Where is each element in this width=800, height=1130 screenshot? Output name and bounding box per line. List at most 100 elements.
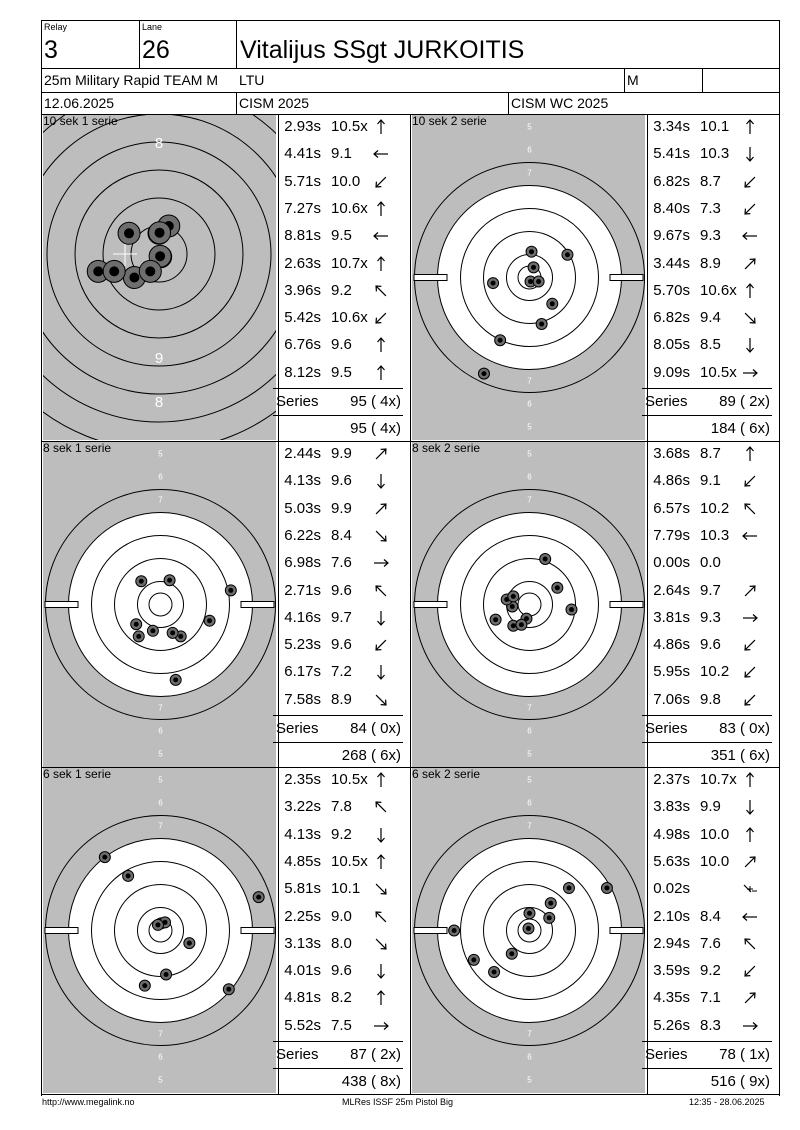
- direction-arrow-icon: [741, 173, 761, 191]
- shot-hole: [515, 618, 528, 631]
- running-total: 268 ( 6x): [341, 747, 401, 764]
- shot-score: 8.7: [700, 172, 721, 190]
- shot-time: 4.13s: [284, 825, 321, 843]
- relay-number: 3: [44, 36, 58, 64]
- footer-program: MLRes ISSF 25m Pistol Big: [342, 1097, 454, 1107]
- svg-text:6: 6: [527, 799, 532, 808]
- shot-score: 9.3: [700, 227, 721, 245]
- shot-time: 4.85s: [284, 852, 321, 870]
- series-title: 6 sek 2 serie: [412, 767, 481, 781]
- shot-score: 10.3: [700, 145, 730, 163]
- direction-arrow-icon: [372, 445, 392, 463]
- target-face: 5 6 7 8 9 9 8 7 6 5: [43, 442, 276, 767]
- shot-time: 7.79s: [653, 526, 690, 544]
- shot-hole: [132, 630, 145, 643]
- shot-score: 10.0: [700, 852, 730, 870]
- match-date: 12.06.2025: [44, 95, 115, 111]
- shot-score: 9.6: [700, 636, 721, 654]
- direction-arrow-icon: [741, 935, 761, 953]
- direction-arrow-icon: [741, 445, 761, 463]
- direction-arrow-icon: [372, 962, 392, 980]
- shot-time: 3.34s: [653, 118, 690, 135]
- series-title: 6 sek 1 serie: [43, 767, 112, 781]
- shot-score: 9.5: [331, 227, 352, 245]
- shot-score: 10.5x: [700, 363, 737, 381]
- direction-arrow-icon: [372, 500, 392, 518]
- shot-hole: [169, 673, 182, 686]
- direction-arrow-icon: [741, 336, 761, 354]
- series-score: 95 ( 4x): [350, 393, 401, 410]
- shot-hole: [183, 937, 196, 950]
- shot-hole: [600, 881, 613, 894]
- svg-text:7: 7: [527, 822, 532, 831]
- series-title: 8 sek 2 serie: [412, 441, 481, 455]
- direction-arrow-icon: [372, 472, 392, 490]
- svg-text:8: 8: [527, 520, 532, 529]
- shot-time: 4.86s: [653, 472, 690, 490]
- series-label: Series: [645, 720, 688, 737]
- target-face: 8 9 8: [43, 115, 276, 440]
- series-score: 84 ( 0x): [350, 720, 401, 737]
- total-divider: [642, 1068, 772, 1069]
- shot-score: 7.6: [700, 934, 721, 952]
- shot-hole: [252, 891, 265, 904]
- shot-time: 0.02s: [653, 880, 690, 898]
- svg-text:5: 5: [527, 423, 532, 432]
- direction-arrow-icon: [741, 582, 761, 600]
- shot-hole: [138, 259, 162, 283]
- series-label: Series: [276, 393, 319, 410]
- footer-url: http://www.megalink.no: [42, 1097, 135, 1107]
- gender: M: [627, 72, 639, 88]
- direction-arrow-icon: [372, 908, 392, 926]
- relay-label: Relay: [44, 22, 68, 32]
- svg-text:8: 8: [527, 354, 532, 363]
- shot-score: 10.7x: [331, 254, 368, 272]
- direction-arrow-icon: [741, 798, 761, 816]
- direction-arrow-icon: [741, 500, 761, 518]
- shot-score: 8.4: [331, 526, 352, 544]
- svg-text:6: 6: [527, 400, 532, 409]
- shot-time: 7.27s: [284, 199, 321, 217]
- direction-arrow-icon: [372, 364, 392, 382]
- direction-arrow-icon: [741, 636, 761, 654]
- total-divider: [642, 415, 772, 416]
- svg-text:9: 9: [527, 868, 532, 877]
- aim-crosshair: [521, 596, 538, 613]
- direction-arrow-icon: [372, 145, 392, 163]
- series-label: Series: [276, 720, 319, 737]
- shot-score: 10.5x: [331, 771, 368, 788]
- shot-time: 9.67s: [653, 227, 690, 245]
- direction-arrow-icon: [372, 200, 392, 218]
- series-divider: [273, 388, 403, 389]
- svg-text:8: 8: [158, 520, 163, 529]
- lane-label: Lane: [142, 22, 163, 32]
- shot-score: 10.3: [700, 526, 730, 544]
- shot-hole: [565, 603, 578, 616]
- target-card: 8 9 8 10 sek 1 serie: [43, 115, 276, 440]
- shot-time: 5.26s: [653, 1016, 690, 1034]
- svg-text:9: 9: [527, 984, 532, 993]
- shot-hole: [467, 953, 480, 966]
- shot-score: 8.7: [700, 445, 721, 462]
- center-hit-icon: [741, 880, 761, 898]
- shot-time: 0.00s: [653, 554, 690, 572]
- svg-text:6: 6: [527, 727, 532, 736]
- series-title: 10 sek 2 serie: [412, 114, 487, 128]
- svg-text:5: 5: [527, 1076, 532, 1085]
- shot-time: 4.98s: [653, 825, 690, 843]
- shot-score: 9.9: [331, 499, 352, 517]
- direction-arrow-icon: [741, 309, 761, 327]
- shot-hole: [166, 626, 179, 639]
- shot-time: 2.93s: [284, 118, 321, 135]
- shot-score: 9.6: [331, 472, 352, 490]
- shot-hole: [561, 248, 574, 261]
- shot-time: 9.09s: [653, 363, 690, 381]
- shot-hole: [544, 897, 557, 910]
- direction-arrow-icon: [741, 227, 761, 245]
- shot-time: 5.52s: [284, 1016, 321, 1034]
- svg-text:9: 9: [158, 868, 163, 877]
- shot-score: 10.1: [700, 118, 730, 135]
- shot-score: 8.9: [700, 254, 721, 272]
- shot-hole: [163, 574, 176, 587]
- svg-text:7: 7: [158, 704, 163, 713]
